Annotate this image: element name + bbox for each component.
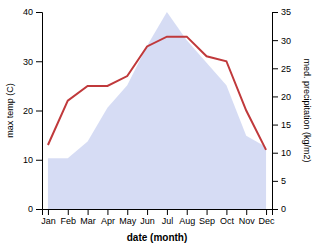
tick-label: 35	[281, 7, 291, 17]
tick: Oct	[220, 209, 235, 226]
tick-mark	[272, 96, 278, 97]
tick: 15	[272, 120, 291, 130]
tick-mark	[272, 181, 278, 182]
line	[48, 37, 266, 150]
tick-mark	[36, 209, 42, 210]
tick-mark	[207, 209, 208, 215]
tick-mark	[36, 12, 42, 13]
tick: 10	[23, 155, 42, 165]
tick: Jul	[162, 209, 174, 226]
tick-label: Dec	[259, 216, 276, 226]
tick-mark	[36, 160, 42, 161]
chart: Jan FebMar Apr MayJun Jul Aug Sep Oct NovDec 0 10 2…	[0, 0, 318, 247]
tick-mark	[88, 209, 89, 215]
area	[48, 12, 266, 209]
tick-label: 10	[281, 148, 291, 158]
tick-label: 40	[23, 7, 33, 17]
tick-mark	[127, 209, 128, 215]
tick-label: Jan	[41, 216, 56, 226]
axis-line	[273, 13, 279, 210]
tick-mark	[147, 209, 148, 215]
tick: 20	[23, 106, 42, 116]
tick: 10	[272, 148, 291, 158]
y-axis-title: max temp (C)	[5, 83, 15, 138]
x-axis: Jan FebMar Apr MayJun Jul Aug Sep Oct NovDec	[41, 209, 275, 226]
tick: 20	[272, 92, 291, 102]
tick-mark	[48, 209, 49, 215]
tick-mark	[187, 209, 188, 215]
tick-mark	[167, 209, 168, 215]
x-axis-title: date (month)	[127, 232, 188, 243]
plot	[48, 12, 266, 209]
tick: 5	[272, 176, 286, 186]
tick: 30	[272, 36, 291, 46]
tick: 0	[28, 204, 42, 214]
tick-label: Nov	[239, 216, 256, 226]
tick-label: Aug	[179, 216, 195, 226]
tick-mark	[246, 209, 247, 215]
tick-label: Apr	[101, 216, 115, 226]
tick: 25	[272, 64, 291, 74]
axis-line	[43, 210, 273, 216]
tick-label: 30	[23, 57, 33, 67]
tick-label: Oct	[220, 216, 235, 226]
tick: 0	[272, 204, 286, 214]
y-axis: 0 10 20 30 40	[23, 7, 43, 214]
tick: Mar	[80, 209, 96, 226]
tick: May	[119, 209, 137, 226]
tick-label: Jul	[162, 216, 174, 226]
tick: Jun	[140, 209, 155, 226]
tick-label: 5	[281, 176, 286, 186]
tick-mark	[107, 209, 108, 215]
tick: Jan	[41, 209, 56, 226]
tick-mark	[272, 125, 278, 126]
tick-label: 25	[281, 64, 291, 74]
tick-label: 20	[281, 92, 291, 102]
tick-label: Sep	[199, 216, 215, 226]
tick-label: 30	[281, 36, 291, 46]
tick-mark	[272, 153, 278, 154]
tick-mark	[68, 209, 69, 215]
tick: Nov	[239, 209, 256, 226]
tick-mark	[266, 209, 267, 215]
tick: 30	[23, 57, 42, 67]
tick-label: 0	[281, 204, 286, 214]
tick-label: 20	[23, 106, 33, 116]
tick-label: May	[119, 216, 137, 226]
tick: Sep	[199, 209, 215, 226]
tick: 35	[272, 7, 291, 17]
tick-mark	[272, 40, 278, 41]
y2-axis: 0 5 10 15 20 25 30 35	[272, 7, 291, 214]
tick-label: 0	[28, 204, 33, 214]
tick-mark	[36, 111, 42, 112]
tick-label: Jun	[140, 216, 155, 226]
axis-line	[36, 13, 43, 210]
tick-label: Feb	[61, 216, 77, 226]
tick: Apr	[101, 209, 115, 226]
y2-axis-title: med. precipitation (kg/m2)	[302, 58, 312, 162]
tick: Dec	[259, 209, 276, 226]
tick-label: Mar	[80, 216, 96, 226]
chart-area: Jan FebMar Apr MayJun Jul Aug Sep Oct NovDec 0 10 2…	[5, 7, 312, 243]
tick-mark	[272, 68, 278, 69]
tick-label: 15	[281, 120, 291, 130]
tick-mark	[272, 209, 278, 210]
tick: Feb	[61, 209, 77, 226]
tick-label: 10	[23, 155, 33, 165]
tick-mark	[226, 209, 227, 215]
tick-mark	[272, 12, 278, 13]
tick-mark	[36, 61, 42, 62]
tick: 40	[23, 7, 42, 17]
tick: Aug	[179, 209, 195, 226]
